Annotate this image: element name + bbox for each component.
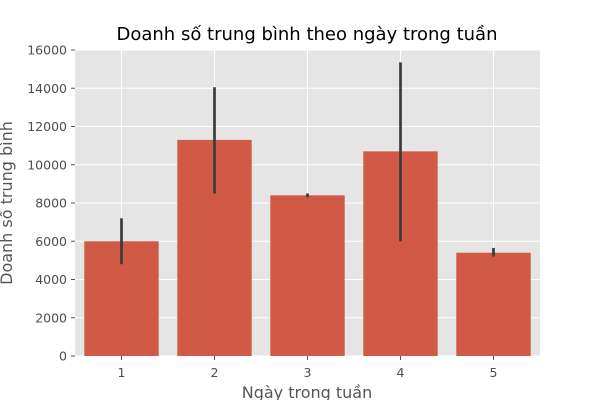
bars [84,139,531,356]
y-tick-label: 2000 [35,310,67,325]
x-tick-label: 5 [490,365,498,380]
y-axis-label: Doanh số trung bình [0,121,16,285]
x-tick-label: 2 [211,365,219,380]
y-tick-label: 8000 [35,196,67,211]
error-bars [120,62,495,265]
y-tick-label: 16000 [27,43,67,58]
y-tick-label: 6000 [35,234,67,249]
bar [456,252,531,356]
x-tick-label: 1 [118,365,126,380]
y-tick-label: 14000 [27,81,67,96]
y-tick-label: 10000 [27,157,67,172]
y-tick-label: 4000 [35,272,67,287]
y-tick-label: 0 [59,349,67,364]
x-tick-labels: 1 2 3 4 5 [118,356,498,380]
x-tick-label: 4 [397,365,405,380]
chart-title: Doanh số trung bình theo ngày trong tuần [117,24,498,45]
x-axis-label: Ngày trong tuần [242,383,373,400]
y-tick-label: 12000 [27,119,67,134]
y-tick-labels: 0 2000 4000 6000 8000 10000 12000 14000 16000 [27,43,75,364]
x-tick-label: 3 [304,365,312,380]
bar [270,195,345,356]
